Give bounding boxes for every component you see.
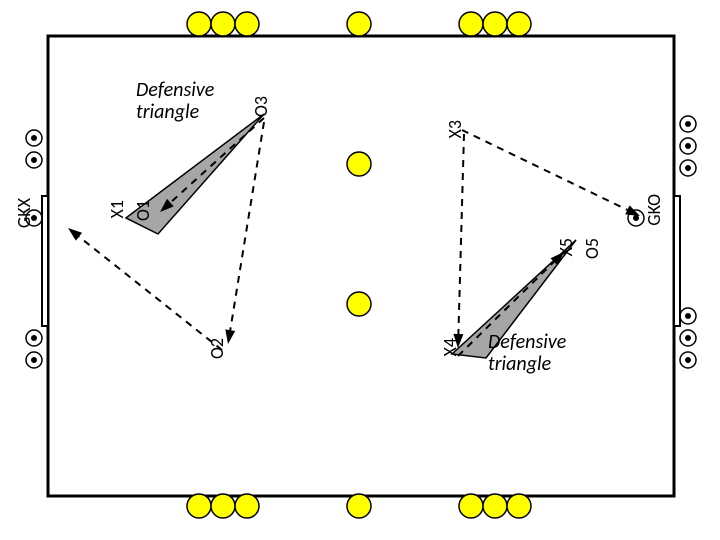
cone-5-dot <box>685 121 691 127</box>
cone-7-dot <box>685 165 691 171</box>
label-4: O1 <box>132 200 154 221</box>
ball-10 <box>347 494 371 518</box>
label-8: X4 <box>439 338 461 356</box>
cone-0-dot <box>31 135 37 141</box>
goal-right <box>674 196 680 326</box>
cone-3-dot <box>31 335 37 341</box>
ball-1 <box>211 12 235 36</box>
cone-1-dot <box>31 157 37 163</box>
label-3: X1 <box>106 200 128 218</box>
ball-12 <box>483 494 507 518</box>
canvas <box>0 0 720 540</box>
label-2: O3 <box>250 96 272 117</box>
cone-8-dot <box>633 215 639 221</box>
ball-11 <box>459 494 483 518</box>
cone-6-dot <box>685 143 691 149</box>
label-5: O2 <box>206 338 228 359</box>
cone-9-dot <box>685 313 691 319</box>
ball-9 <box>235 494 259 518</box>
ball-13 <box>507 494 531 518</box>
ball-0 <box>187 12 211 36</box>
label-9: X5 <box>555 238 577 256</box>
ball-14 <box>347 152 371 176</box>
ball-15 <box>347 292 371 316</box>
ball-8 <box>211 494 235 518</box>
ball-5 <box>483 12 507 36</box>
cone-10-dot <box>685 335 691 341</box>
ball-4 <box>459 12 483 36</box>
ball-2 <box>235 12 259 36</box>
cone-11-dot <box>685 357 691 363</box>
label-6: GKX <box>13 197 35 228</box>
cone-4-dot <box>31 357 37 363</box>
ball-7 <box>187 494 211 518</box>
label-7: X3 <box>444 120 466 138</box>
label-11: GKO <box>643 194 665 226</box>
ball-6 <box>507 12 531 36</box>
label-10: O5 <box>581 238 603 259</box>
ball-3 <box>347 12 371 36</box>
goal-left <box>42 196 48 326</box>
